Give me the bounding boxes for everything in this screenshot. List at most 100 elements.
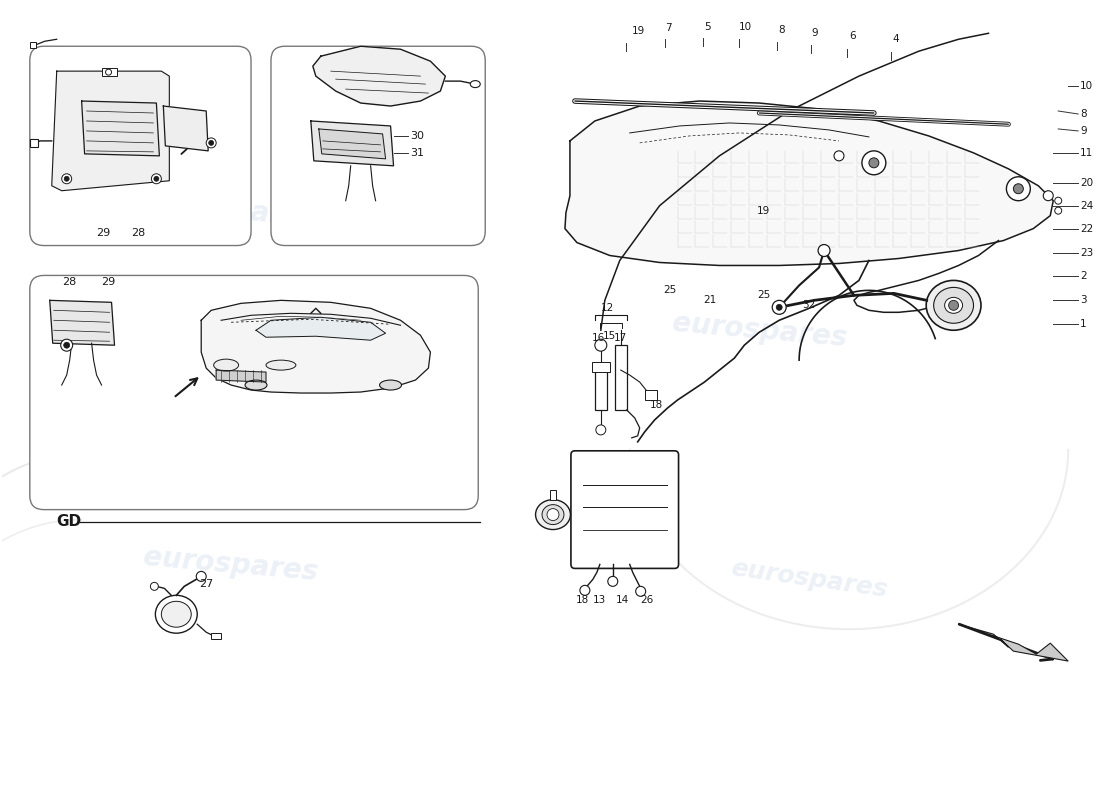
Text: 19: 19 — [757, 206, 770, 216]
Circle shape — [60, 339, 73, 351]
Text: 29: 29 — [97, 227, 111, 238]
Text: 8: 8 — [778, 26, 784, 35]
Bar — [30, 42, 36, 48]
Ellipse shape — [213, 359, 239, 371]
Circle shape — [1055, 207, 1061, 214]
Text: 20: 20 — [1080, 178, 1093, 188]
Text: 2: 2 — [1080, 271, 1087, 282]
Circle shape — [106, 69, 111, 75]
Circle shape — [151, 582, 158, 590]
Polygon shape — [319, 129, 386, 159]
Circle shape — [209, 141, 213, 146]
Circle shape — [196, 571, 206, 582]
Text: 25: 25 — [758, 290, 771, 300]
Circle shape — [608, 576, 618, 586]
Ellipse shape — [926, 281, 981, 330]
Ellipse shape — [471, 81, 481, 87]
Bar — [550, 490, 556, 500]
Circle shape — [834, 151, 844, 161]
Bar — [645, 390, 657, 400]
Circle shape — [596, 425, 606, 435]
Circle shape — [580, 586, 590, 595]
Ellipse shape — [162, 602, 191, 627]
Circle shape — [62, 174, 72, 184]
Polygon shape — [565, 101, 1053, 266]
Text: 23: 23 — [1080, 247, 1093, 258]
FancyBboxPatch shape — [571, 451, 679, 569]
Circle shape — [64, 176, 69, 182]
Text: 10: 10 — [1080, 81, 1093, 91]
Polygon shape — [256, 318, 386, 340]
FancyBboxPatch shape — [30, 46, 251, 246]
Text: 8: 8 — [1080, 109, 1087, 119]
Text: 10: 10 — [739, 22, 752, 32]
Text: 12: 12 — [602, 303, 615, 314]
Bar — [101, 68, 117, 76]
Text: 18: 18 — [576, 595, 590, 606]
Polygon shape — [311, 121, 394, 166]
Bar — [211, 633, 221, 639]
Ellipse shape — [945, 298, 962, 314]
Text: 25: 25 — [663, 286, 676, 295]
Circle shape — [636, 586, 646, 596]
Ellipse shape — [379, 380, 401, 390]
Polygon shape — [50, 300, 114, 345]
Text: 28: 28 — [62, 278, 76, 287]
Polygon shape — [217, 370, 266, 382]
Ellipse shape — [245, 380, 267, 390]
Text: 27: 27 — [199, 579, 213, 590]
Text: eurospares: eurospares — [671, 309, 848, 352]
Text: 26: 26 — [640, 595, 653, 606]
Circle shape — [547, 509, 559, 521]
Text: GD: GD — [57, 514, 81, 529]
FancyBboxPatch shape — [271, 46, 485, 246]
Circle shape — [1006, 177, 1031, 201]
Circle shape — [862, 151, 886, 174]
Text: 13: 13 — [593, 595, 606, 606]
Circle shape — [64, 342, 69, 348]
FancyBboxPatch shape — [30, 275, 478, 510]
Circle shape — [1055, 198, 1061, 204]
Text: 9: 9 — [1080, 126, 1087, 136]
Text: 16: 16 — [592, 334, 605, 343]
Text: eurospares: eurospares — [729, 557, 889, 602]
Circle shape — [206, 138, 217, 148]
Ellipse shape — [934, 287, 974, 323]
Ellipse shape — [155, 595, 197, 633]
Text: 4: 4 — [892, 34, 899, 44]
Bar — [592, 362, 609, 372]
Circle shape — [772, 300, 786, 314]
Polygon shape — [52, 71, 169, 190]
Ellipse shape — [266, 360, 296, 370]
Text: 3: 3 — [1080, 295, 1087, 306]
Text: 1: 1 — [1080, 319, 1087, 330]
Text: 22: 22 — [1080, 223, 1093, 234]
Text: 28: 28 — [132, 227, 145, 238]
Polygon shape — [312, 46, 446, 106]
Bar — [615, 345, 627, 410]
Text: 32: 32 — [803, 300, 816, 310]
Circle shape — [869, 158, 879, 168]
Text: 31: 31 — [410, 148, 425, 158]
Circle shape — [152, 174, 162, 184]
Text: 15: 15 — [603, 331, 616, 342]
Ellipse shape — [536, 500, 571, 530]
Circle shape — [595, 339, 607, 351]
Text: 11: 11 — [1080, 148, 1093, 158]
Bar — [30, 139, 37, 147]
Polygon shape — [81, 101, 160, 156]
Text: 18: 18 — [650, 400, 663, 410]
Text: 7: 7 — [666, 23, 672, 34]
Polygon shape — [958, 624, 1068, 661]
Text: 6: 6 — [849, 31, 856, 42]
Polygon shape — [201, 300, 430, 393]
Text: 30: 30 — [410, 131, 425, 141]
Polygon shape — [163, 106, 208, 151]
Circle shape — [154, 176, 158, 182]
Text: eurospares: eurospares — [143, 543, 320, 586]
Circle shape — [948, 300, 958, 310]
Ellipse shape — [542, 505, 564, 525]
Bar — [595, 365, 607, 410]
Circle shape — [1043, 190, 1053, 201]
Text: 17: 17 — [614, 334, 627, 343]
